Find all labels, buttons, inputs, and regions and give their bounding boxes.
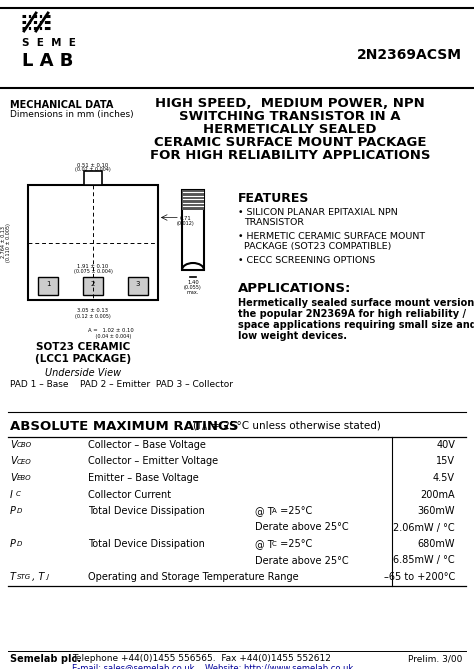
Text: = 25°C unless otherwise stated): = 25°C unless otherwise stated): [208, 421, 381, 431]
Text: D: D: [17, 541, 22, 547]
Text: Emitter – Base Voltage: Emitter – Base Voltage: [88, 473, 199, 483]
Text: CERAMIC SURFACE MOUNT PACKAGE: CERAMIC SURFACE MOUNT PACKAGE: [154, 136, 426, 149]
Text: Telephone +44(0)1455 556565.  Fax +44(0)1455 552612: Telephone +44(0)1455 556565. Fax +44(0)1…: [72, 654, 331, 663]
Text: 3: 3: [136, 281, 140, 287]
Text: =25°C: =25°C: [277, 506, 312, 516]
Text: =25°C: =25°C: [277, 539, 312, 549]
Text: Collector – Base Voltage: Collector – Base Voltage: [88, 440, 206, 450]
Text: Prelim. 3/00: Prelim. 3/00: [408, 654, 462, 663]
Bar: [28, 185, 158, 300]
Text: D: D: [17, 508, 22, 514]
Bar: [128, 277, 148, 295]
Text: FEATURES: FEATURES: [238, 192, 310, 205]
Text: 0.51 ± 0.10: 0.51 ± 0.10: [77, 163, 109, 168]
Text: P: P: [10, 539, 16, 549]
Text: APPLICATIONS:: APPLICATIONS:: [238, 282, 351, 295]
Text: space applications requiring small size and: space applications requiring small size …: [238, 320, 474, 330]
Text: (0.02 ± 0.004): (0.02 ± 0.004): [75, 167, 111, 172]
Bar: [182, 190, 204, 270]
Text: 3.05 ± 0.13: 3.05 ± 0.13: [78, 308, 109, 313]
Text: 1.40: 1.40: [187, 280, 199, 285]
Text: (0.12 ± 0.005): (0.12 ± 0.005): [75, 314, 111, 319]
Text: 4.5V: 4.5V: [433, 473, 455, 483]
Text: E-mail: sales@semelab.co.uk    Website: http://www.semelab.co.uk: E-mail: sales@semelab.co.uk Website: htt…: [72, 664, 353, 669]
Text: L A B: L A B: [22, 52, 73, 70]
Text: 680mW: 680mW: [418, 539, 455, 549]
Text: 2: 2: [91, 281, 95, 287]
Bar: [182, 190, 204, 210]
Text: • CECC SCREENING OPTIONS: • CECC SCREENING OPTIONS: [238, 256, 375, 265]
Text: EBO: EBO: [17, 475, 32, 481]
Text: 40V: 40V: [436, 440, 455, 450]
Text: (LCC1 PACKAGE): (LCC1 PACKAGE): [35, 354, 131, 364]
Text: Underside View: Underside View: [45, 368, 121, 378]
Text: MECHANICAL DATA: MECHANICAL DATA: [10, 100, 113, 110]
Text: HIGH SPEED,  MEDIUM POWER, NPN: HIGH SPEED, MEDIUM POWER, NPN: [155, 97, 425, 110]
Text: T: T: [10, 572, 16, 582]
Text: • SILICON PLANAR EPITAXIAL NPN: • SILICON PLANAR EPITAXIAL NPN: [238, 208, 398, 217]
Text: PAD 1 – Base    PAD 2 – Emitter  PAD 3 – Collector: PAD 1 – Base PAD 2 – Emitter PAD 3 – Col…: [10, 380, 233, 389]
Text: 15V: 15V: [436, 456, 455, 466]
Text: (0.075 ± 0.004): (0.075 ± 0.004): [73, 269, 112, 274]
Text: , T: , T: [29, 572, 45, 582]
Text: low weight devices.: low weight devices.: [238, 331, 347, 341]
Text: S  E  M  E: S E M E: [22, 38, 76, 48]
Text: 0.71: 0.71: [180, 215, 192, 221]
Text: 2.06mW / °C: 2.06mW / °C: [393, 522, 455, 533]
Text: P: P: [10, 506, 16, 516]
Text: (T: (T: [192, 421, 202, 431]
Text: ABSOLUTE MAXIMUM RATINGS: ABSOLUTE MAXIMUM RATINGS: [10, 420, 238, 433]
Text: 6.85mW / °C: 6.85mW / °C: [393, 555, 455, 565]
Text: max.: max.: [187, 290, 199, 295]
Text: Dimensions in mm (inches): Dimensions in mm (inches): [10, 110, 134, 119]
Text: CEO: CEO: [17, 458, 32, 464]
Text: 1: 1: [46, 281, 50, 287]
Text: 2N2369ACSM: 2N2369ACSM: [357, 48, 462, 62]
Text: @ T: @ T: [255, 506, 273, 516]
Text: @ T: @ T: [255, 539, 273, 549]
Text: the popular 2N2369A for high reliability /: the popular 2N2369A for high reliability…: [238, 309, 466, 319]
Text: FOR HIGH RELIABILITY APPLICATIONS: FOR HIGH RELIABILITY APPLICATIONS: [150, 149, 430, 162]
Text: A: A: [272, 508, 277, 514]
Text: V: V: [10, 440, 17, 450]
Text: Operating and Storage Temperature Range: Operating and Storage Temperature Range: [88, 572, 299, 582]
Text: Total Device Dissipation: Total Device Dissipation: [88, 539, 205, 549]
Text: Derate above 25°C: Derate above 25°C: [255, 522, 348, 533]
Text: J: J: [46, 574, 48, 580]
Text: Collector – Emitter Voltage: Collector – Emitter Voltage: [88, 456, 218, 466]
Text: 360mW: 360mW: [418, 506, 455, 516]
Text: (0.012): (0.012): [177, 221, 195, 227]
Text: –65 to +200°C: –65 to +200°C: [384, 572, 455, 582]
Text: V: V: [10, 473, 17, 483]
Text: Semelab plc.: Semelab plc.: [10, 654, 81, 664]
Bar: [38, 277, 58, 295]
Text: CBO: CBO: [17, 442, 32, 448]
Text: Total Device Dissipation: Total Device Dissipation: [88, 506, 205, 516]
Text: STG: STG: [17, 574, 31, 580]
Text: C: C: [16, 492, 21, 498]
Text: 2.764 ± 0.13
(0.110 ± 0.005): 2.764 ± 0.13 (0.110 ± 0.005): [0, 223, 11, 262]
Text: I: I: [10, 490, 13, 500]
Text: 200mA: 200mA: [420, 490, 455, 500]
Text: SOT23 CERAMIC: SOT23 CERAMIC: [36, 342, 130, 352]
Text: C: C: [272, 541, 277, 547]
Text: A: A: [202, 423, 207, 432]
Bar: [83, 277, 103, 295]
Bar: [84, 171, 102, 185]
Text: Hermetically sealed surface mount version of: Hermetically sealed surface mount versio…: [238, 298, 474, 308]
Text: A =   1.02 ± 0.10: A = 1.02 ± 0.10: [88, 328, 134, 333]
Text: HERMETICALLY SEALED: HERMETICALLY SEALED: [203, 123, 377, 136]
Text: (0.04 ± 0.004): (0.04 ± 0.004): [88, 334, 131, 339]
Text: 1.91 ± 0.10: 1.91 ± 0.10: [77, 264, 109, 269]
Text: TRANSISTOR: TRANSISTOR: [244, 218, 304, 227]
Text: Collector Current: Collector Current: [88, 490, 171, 500]
Text: • HERMETIC CERAMIC SURFACE MOUNT: • HERMETIC CERAMIC SURFACE MOUNT: [238, 232, 425, 241]
Text: SWITCHING TRANSISTOR IN A: SWITCHING TRANSISTOR IN A: [179, 110, 401, 123]
Text: (0.055): (0.055): [184, 285, 202, 290]
Text: V: V: [10, 456, 17, 466]
Text: Derate above 25°C: Derate above 25°C: [255, 555, 348, 565]
Text: PACKAGE (SOT23 COMPATIBLE): PACKAGE (SOT23 COMPATIBLE): [244, 242, 392, 251]
